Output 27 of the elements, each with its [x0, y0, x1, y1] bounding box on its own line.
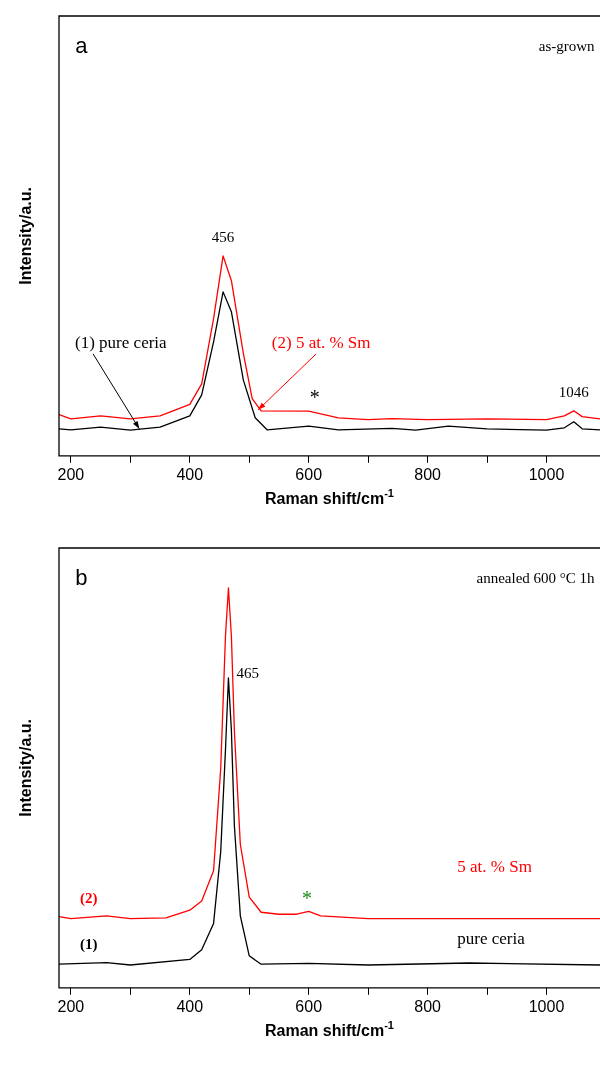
- y-axis-title: Intensity/a.u.: [17, 719, 35, 817]
- x-tick-label: 400: [176, 997, 204, 1015]
- x-tick-label: 600: [295, 997, 323, 1015]
- annotation: (1): [79, 936, 98, 954]
- series-label: (2) 5 at. % Sm: [271, 333, 371, 353]
- annotation: 456: [211, 229, 235, 246]
- x-tick-label: 800: [414, 465, 442, 483]
- series-label: pure ceria: [457, 929, 526, 949]
- annotation: *: [309, 386, 320, 409]
- x-tick-label: 1000: [528, 465, 565, 483]
- text: a: [75, 32, 89, 58]
- annotation: 1046: [558, 384, 590, 401]
- text: annealed 600 °C 1h: [476, 569, 596, 586]
- annotation: (2): [79, 890, 98, 908]
- annotation: 465: [236, 665, 259, 682]
- x-tick-label: 600: [295, 465, 323, 483]
- x-tick-label: 400: [176, 465, 204, 483]
- text: 5 at. % Sm: [457, 857, 532, 877]
- text: as-grown: [538, 37, 596, 54]
- x-tick-label: 200: [57, 997, 85, 1015]
- x-tick-label: 200: [57, 465, 85, 483]
- x-tick-label: 1000: [528, 997, 565, 1015]
- annotation: *: [301, 886, 312, 909]
- x-tick-label: 800: [414, 997, 442, 1015]
- y-axis-title: Intensity/a.u.: [17, 187, 35, 285]
- annotation: b: [75, 564, 88, 590]
- text: (1) pure ceria: [75, 333, 168, 353]
